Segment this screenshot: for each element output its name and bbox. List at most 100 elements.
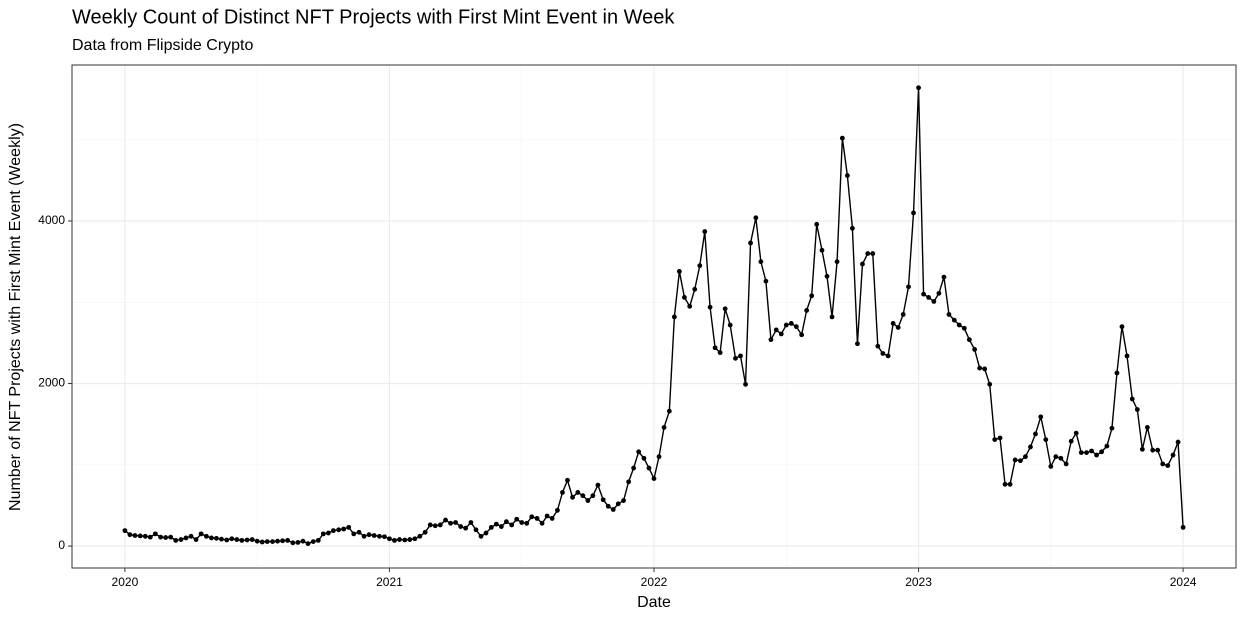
data-point [758, 259, 764, 265]
x-tick-label: 2021 [376, 575, 403, 589]
data-point [432, 523, 438, 529]
data-point [183, 535, 189, 541]
data-point [402, 537, 408, 543]
data-point [203, 533, 209, 539]
data-point [885, 353, 891, 359]
data-point [666, 408, 672, 414]
data-point [417, 533, 423, 539]
data-point [763, 278, 769, 284]
data-point [590, 493, 596, 499]
data-point [692, 286, 698, 292]
data-point [844, 173, 850, 178]
data-point [158, 534, 164, 540]
data-point [656, 454, 662, 460]
data-point [173, 537, 179, 543]
data-point [966, 337, 972, 343]
data-point [717, 350, 723, 356]
data-point [188, 533, 194, 539]
data-point [1023, 454, 1028, 460]
data-point [488, 524, 494, 530]
data-point [453, 520, 458, 525]
data-point [244, 537, 250, 543]
data-point [463, 525, 469, 531]
data-point [392, 537, 397, 543]
data-point [783, 322, 789, 328]
data-point [371, 533, 377, 538]
data-point [921, 291, 926, 297]
data-point [1007, 481, 1013, 487]
data-point [249, 537, 255, 542]
data-point [519, 520, 525, 525]
data-point [626, 479, 632, 485]
data-point [788, 321, 794, 326]
data-point [580, 493, 586, 499]
data-point [280, 538, 285, 544]
data-point [1114, 370, 1120, 376]
data-point [178, 537, 184, 542]
data-point [1129, 396, 1135, 402]
data-point [132, 533, 138, 538]
data-point [687, 303, 693, 309]
x-tick-label: 2023 [905, 575, 932, 589]
data-point [493, 521, 499, 527]
data-point [1124, 353, 1130, 359]
data-point [829, 314, 835, 320]
data-point [615, 501, 621, 507]
data-point [600, 497, 606, 503]
panel-border [71, 64, 1237, 569]
data-point [152, 531, 158, 537]
data-point [941, 274, 947, 280]
data-point [1134, 407, 1140, 412]
data-point [142, 533, 148, 539]
data-point [900, 312, 906, 317]
data-point [646, 465, 652, 471]
data-point [1099, 449, 1105, 455]
data-point [1155, 447, 1161, 453]
data-point [748, 240, 753, 246]
y-axis-label: Number of NFT Projects with First Mint E… [7, 123, 24, 511]
data-point [809, 293, 815, 299]
data-point [1058, 455, 1064, 461]
data-point [916, 85, 921, 91]
data-point [1017, 458, 1023, 464]
data-point [1078, 450, 1084, 456]
data-point [544, 513, 550, 519]
data-point [931, 299, 937, 304]
data-point [524, 520, 530, 526]
data-point [875, 343, 881, 349]
data-point [926, 295, 931, 300]
data-point [819, 247, 825, 253]
data-point [870, 251, 876, 256]
data-point [382, 534, 387, 540]
data-point [443, 517, 448, 523]
data-point [895, 325, 901, 330]
data-point [1073, 430, 1079, 436]
data-point [1068, 438, 1074, 444]
data-point [1028, 444, 1033, 450]
data-point [738, 353, 743, 359]
data-point [1084, 450, 1089, 456]
data-point [605, 503, 611, 509]
data-point [992, 437, 998, 443]
data-point [1048, 464, 1054, 469]
data-point [1063, 461, 1069, 467]
data-point [1104, 443, 1110, 449]
data-point [320, 531, 326, 537]
chart-subtitle: Data from Flipside Crypto [72, 37, 253, 54]
data-point [534, 516, 540, 521]
data-point [1150, 447, 1156, 453]
data-point [285, 537, 291, 543]
data-point [290, 540, 296, 546]
data-point [214, 535, 219, 541]
data-point [224, 537, 230, 543]
data-point [773, 327, 779, 333]
data-point [778, 331, 784, 337]
data-point [621, 498, 626, 503]
data-point [310, 539, 316, 544]
y-tick-label: 0 [58, 538, 65, 552]
data-point [906, 284, 911, 290]
data-point [254, 538, 260, 544]
data-point [539, 520, 545, 526]
data-point [1089, 448, 1094, 454]
data-point [234, 537, 240, 542]
